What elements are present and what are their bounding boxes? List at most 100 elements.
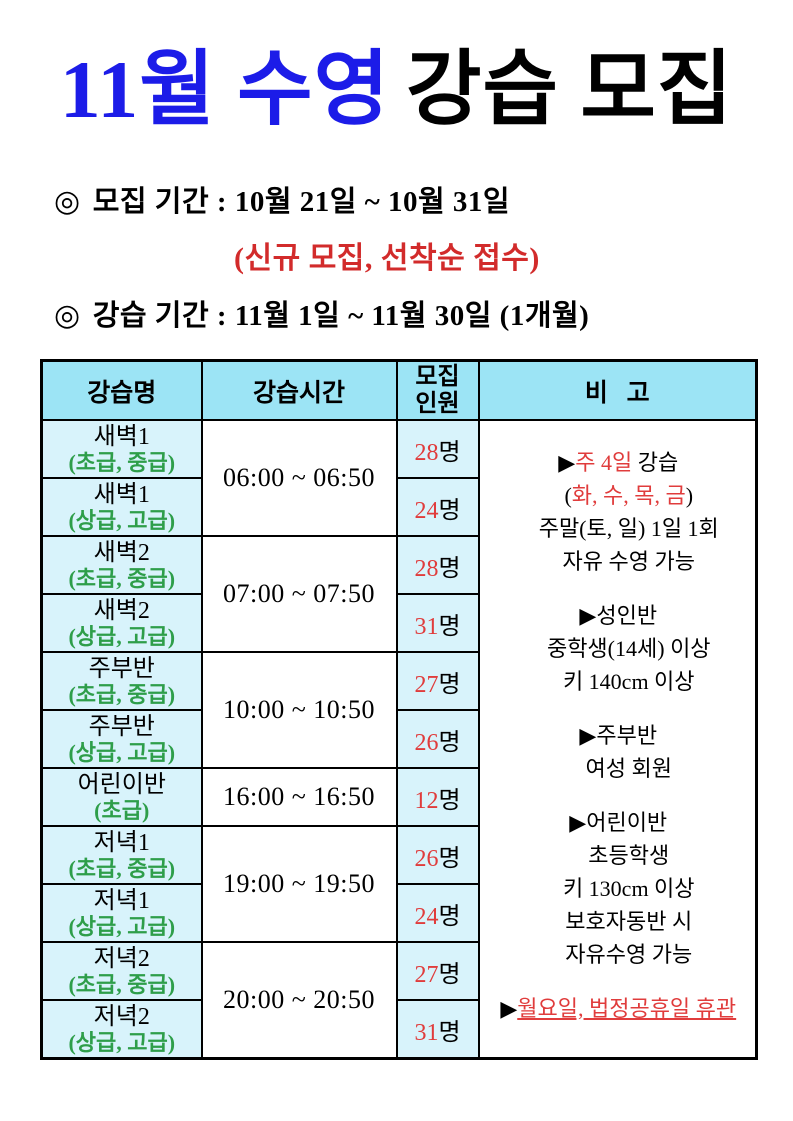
remark-text: ▶성인반 bbox=[579, 602, 658, 628]
capacity-number: 28 bbox=[414, 555, 439, 582]
class-name-cell: 주부반 (상급, 고급) bbox=[40, 709, 203, 770]
table-row: 저녁1 (상급, 고급) 24명 bbox=[40, 883, 757, 944]
remark-line: 자유수영 가능 bbox=[486, 938, 752, 971]
class-name-label: 새벽1 bbox=[93, 424, 150, 451]
class-name-cell: 새벽2 (상급, 고급) bbox=[40, 593, 203, 654]
title-lesson-recruit: 강습 모집 bbox=[406, 44, 734, 135]
class-name-label: 어린이반 bbox=[77, 772, 166, 799]
remark-line: 중학생(14세) 이상 bbox=[486, 632, 752, 665]
col-header-class-name: 강습명 bbox=[40, 359, 203, 422]
class-time-cell: 10:00 ~ 10:50 bbox=[200, 651, 398, 770]
remark-line: ▶성인반 bbox=[486, 599, 752, 632]
remark-text: ( bbox=[564, 482, 572, 508]
capacity-cell: 24명 bbox=[395, 477, 480, 538]
capacity-suffix: 명 bbox=[438, 613, 461, 640]
page-title: 11월 수영 강습 모집 bbox=[0, 44, 793, 136]
col-header-remarks: 비 고 bbox=[477, 359, 758, 422]
remark-text: 주말(토, 일) 1일 1회 bbox=[538, 515, 719, 541]
header-row: 강습명 강습시간 모집 인원 비 고 bbox=[40, 359, 758, 422]
remark-text: 여성 회원 bbox=[585, 755, 672, 781]
col-header-class-time: 강습시간 bbox=[200, 359, 398, 422]
class-level-label: (초급) bbox=[94, 798, 150, 824]
class-name-label: 저녁1 bbox=[93, 888, 150, 915]
class-name-label: 새벽1 bbox=[93, 482, 150, 509]
class-name-cell: 새벽2 (초급, 중급) bbox=[40, 535, 203, 596]
class-level-label: (초급, 중급) bbox=[68, 450, 176, 476]
capacity-cell: 31명 bbox=[395, 999, 480, 1060]
triangle-bullet-icon: ▶ bbox=[500, 995, 518, 1021]
remark-text: 월요일, 법정공휴일 휴관 bbox=[517, 995, 737, 1021]
class-name-label: 주부반 bbox=[88, 714, 155, 741]
table-row: 주부반 (상급, 고급) 26명 bbox=[40, 709, 757, 770]
capacity-number: 24 bbox=[414, 903, 439, 930]
class-name-label: 새벽2 bbox=[93, 598, 150, 625]
capacity-suffix: 명 bbox=[438, 787, 461, 814]
table-row: 저녁1 (초급, 중급) 19:00 ~ 19:50 26명 bbox=[40, 825, 757, 944]
schedule-table-body: 새벽1 (초급, 중급) 06:00 ~ 06:50 28명 ▶주 4일 강습 (화, 수… bbox=[40, 419, 758, 1060]
remark-line: ▶월요일, 법정공휴일 휴관 bbox=[486, 992, 752, 1025]
class-name-cell: 저녁2 (상급, 고급) bbox=[40, 999, 203, 1060]
class-time-cell: 07:00 ~ 07:50 bbox=[200, 535, 398, 654]
capacity-suffix: 명 bbox=[438, 439, 461, 466]
remark-line: 보호자동반 시 bbox=[486, 905, 752, 938]
table-row: 주부반 (초급, 중급) 10:00 ~ 10:50 27명 bbox=[40, 651, 757, 770]
class-level-label: (상급, 고급) bbox=[68, 914, 176, 940]
remark-text: 자유수영 가능 bbox=[565, 941, 693, 967]
capacity-number: 26 bbox=[414, 845, 439, 872]
capacity-suffix: 명 bbox=[438, 671, 461, 698]
remark-text: ▶어린이반 bbox=[569, 809, 668, 835]
class-level-label: (상급, 고급) bbox=[68, 740, 176, 766]
remark-text: 보호자동반 시 bbox=[565, 908, 693, 934]
remark-text: 키 130cm 이상 bbox=[562, 875, 695, 901]
table-row: 새벽2 (초급, 중급) 07:00 ~ 07:50 28 명 bbox=[40, 535, 757, 654]
remark-line: (화, 수, 목, 금) bbox=[486, 479, 752, 512]
double-circle-bullet-icon: ◎ bbox=[54, 184, 81, 218]
remark-line: 자유 수영 가능 bbox=[486, 545, 752, 578]
lesson-period-line: ◎ 강습 기간 : 11월 1일 ~ 11월 30일 (1개월) bbox=[54, 292, 793, 334]
recruit-period-line: ◎ 모집 기간 : 10월 21일 ~ 10월 31일 bbox=[54, 178, 793, 220]
schedule-table: 강습명 강습시간 모집 인원 비 고 새벽1 (초급, 중급) 06:00 ~ 06… bbox=[40, 358, 758, 1060]
capacity-number: 26 bbox=[414, 729, 439, 756]
capacity-number: 27 bbox=[414, 671, 439, 698]
class-name-label: 저녁2 bbox=[93, 946, 150, 973]
class-level-label: (상급, 고급) bbox=[68, 508, 176, 534]
class-level-label: (상급, 고급) bbox=[68, 1030, 176, 1056]
remark-text: 중학생(14세) 이상 bbox=[546, 635, 711, 661]
capacity-number: 12 bbox=[414, 787, 439, 814]
class-name-cell: 주부반 (초급, 중급) bbox=[40, 651, 203, 712]
class-level-label: (초급, 중급) bbox=[68, 682, 176, 708]
capacity-number: 28 bbox=[414, 439, 439, 466]
table-row: 저녁2 (상급, 고급) 31명 bbox=[40, 999, 757, 1060]
class-name-cell: 저녁1 (상급, 고급) bbox=[40, 883, 203, 944]
remark-block: ▶월요일, 법정공휴일 휴관 bbox=[486, 992, 752, 1025]
capacity-suffix: 명 bbox=[438, 1019, 461, 1046]
class-time-cell: 16:00 ~ 16:50 bbox=[200, 767, 398, 828]
class-level-label: (초급, 중급) bbox=[68, 972, 176, 998]
class-name-cell: 저녁1 (초급, 중급) bbox=[40, 825, 203, 886]
capacity-cell: 31명 bbox=[395, 593, 480, 654]
remark-text: 초등학생 bbox=[588, 842, 670, 868]
remark-text: ▶주부반 bbox=[579, 722, 658, 748]
class-level-label: (초급, 중급) bbox=[68, 856, 176, 882]
table-row: 어린이반 (초급) 16:00 ~ 16:50 12명 bbox=[40, 767, 757, 828]
capacity-number: 31 bbox=[414, 613, 439, 640]
remark-line: ▶주 4일 강습 bbox=[486, 446, 752, 479]
remark-text: 화, 수, 목, 금 bbox=[571, 482, 686, 508]
capacity-cell: 24명 bbox=[395, 883, 480, 944]
capacity-suffix: 명 bbox=[438, 845, 461, 872]
recruit-period-text: 모집 기간 : 10월 21일 ~ 10월 31일 bbox=[92, 185, 511, 218]
capacity-number: 27 bbox=[414, 961, 439, 988]
recruit-note-text: (신규 모집, 선착순 접수) bbox=[234, 241, 540, 275]
class-name-label: 주부반 bbox=[88, 656, 155, 683]
capacity-suffix: 명 bbox=[438, 729, 461, 756]
class-name-cell: 새벽1 (상급, 고급) bbox=[40, 477, 203, 538]
class-level-label: (상급, 고급) bbox=[68, 624, 176, 650]
table-row: 저녁2 (초급, 중급) 20:00 ~ 20:50 27명 bbox=[40, 941, 757, 1060]
table-row: 새벽1 (상급, 고급) 24명 bbox=[40, 477, 757, 538]
remark-line: 키 140cm 이상 bbox=[486, 665, 752, 698]
table-row: 새벽2 (상급, 고급) 31명 bbox=[40, 593, 757, 654]
class-name-label: 새벽2 bbox=[93, 540, 150, 567]
